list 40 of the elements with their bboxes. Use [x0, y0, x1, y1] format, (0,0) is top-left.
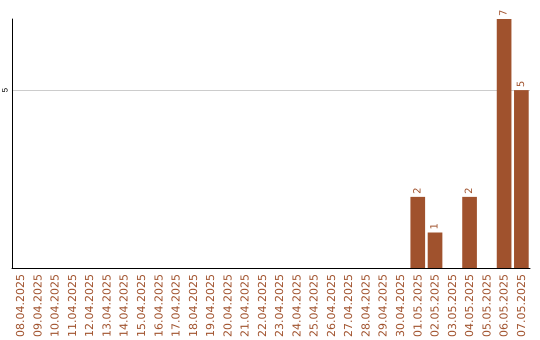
x-tick-label: 08.04.2025 [14, 274, 28, 338]
bar [428, 232, 442, 268]
bar [496, 19, 512, 268]
x-tick-label: 25.04.2025 [308, 274, 321, 338]
x-tick-label: 10.04.2025 [48, 274, 62, 338]
x-tick-label: 02.05.2025 [428, 274, 442, 338]
x-tick-label: 23.04.2025 [273, 274, 286, 338]
x-tick-label: 15.04.2025 [135, 274, 148, 338]
x-tick-label: 01.05.2025 [411, 274, 424, 338]
x-tick-label: 18.04.2025 [186, 274, 200, 338]
x-tick-label: 27.04.2025 [342, 274, 356, 338]
x-tick-label: 12.04.2025 [83, 274, 96, 338]
x-tick-label: 13.04.2025 [100, 274, 114, 338]
x-tick-label: 29.04.2025 [376, 274, 390, 338]
x-tick-label: 22.04.2025 [256, 274, 269, 338]
data-label: 2 [412, 187, 424, 194]
data-label: 5 [516, 80, 527, 88]
x-tick-label: 09.04.2025 [31, 274, 44, 338]
x-tick-label: 05.05.2025 [480, 274, 494, 338]
x-tick-label: 30.04.2025 [394, 274, 407, 338]
x-tick-label: 14.04.2025 [118, 274, 131, 338]
x-tick-label: 26.04.2025 [324, 274, 338, 338]
x-tick-label: 21.04.2025 [238, 274, 252, 338]
x-tick-label: 04.05.2025 [463, 274, 476, 338]
bar [514, 90, 529, 268]
x-tick-label: 16.04.2025 [152, 274, 166, 338]
x-tick-label: 07.05.2025 [514, 274, 528, 338]
data-label: 1 [430, 223, 441, 230]
x-tick-label: 20.04.2025 [221, 274, 234, 338]
x-tick-label: 19.04.2025 [204, 274, 218, 338]
x-tick-label: 03.05.2025 [446, 274, 459, 338]
data-label: 2 [464, 187, 476, 194]
data-label: 7 [498, 10, 510, 16]
bar [410, 196, 426, 268]
x-tick-label: 17.04.2025 [170, 274, 183, 338]
x-tick-label: 28.04.2025 [359, 274, 372, 338]
x-tick-label: 11.04.2025 [66, 274, 79, 338]
x-tick-label: 24.04.2025 [290, 274, 304, 338]
bar [462, 196, 477, 268]
x-tick-label: 06.05.2025 [498, 274, 511, 338]
